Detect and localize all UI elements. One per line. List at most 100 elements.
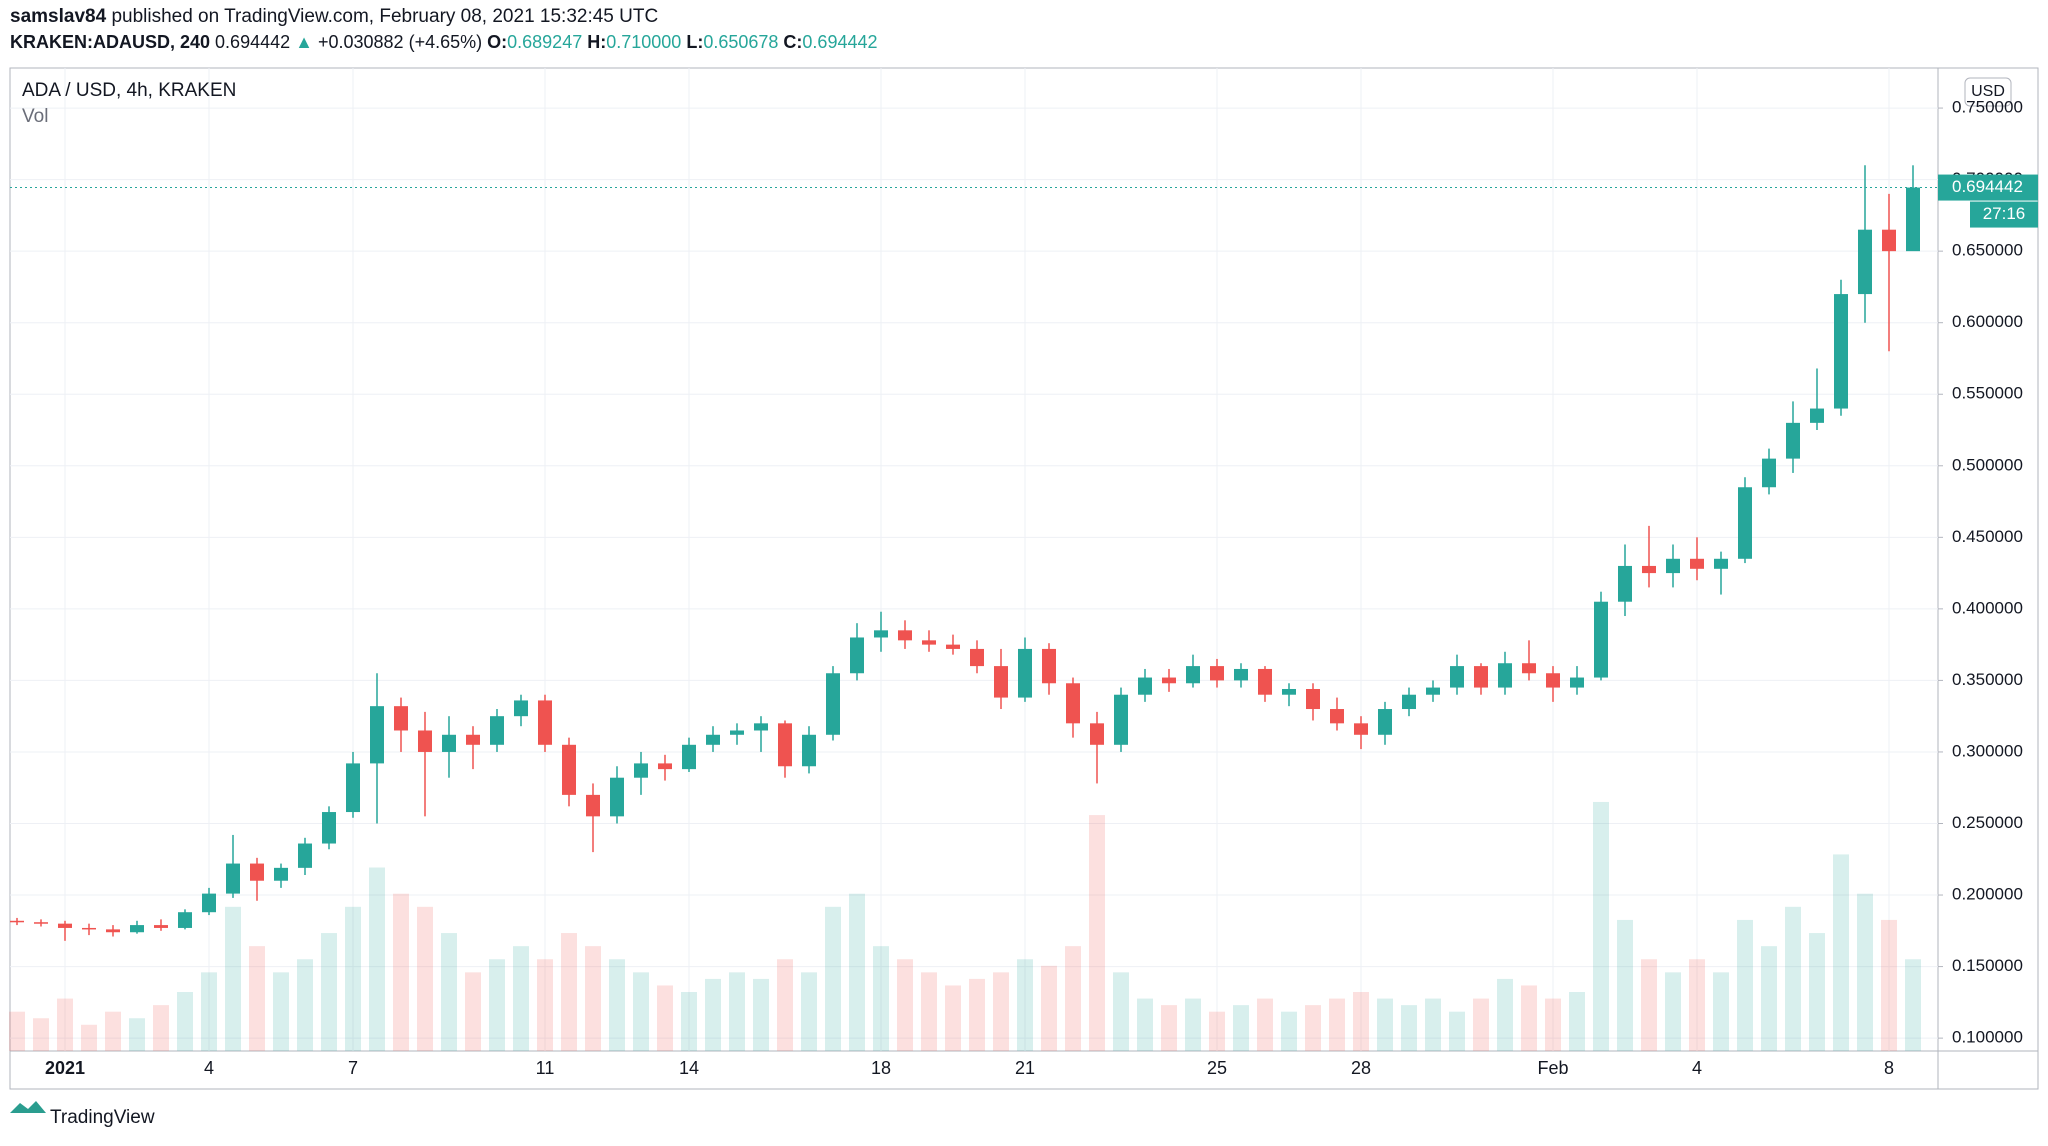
volume-bar	[1473, 998, 1489, 1051]
change: +0.030882 (+4.65%)	[317, 32, 483, 52]
volume-bar	[1017, 959, 1033, 1051]
candle-body	[1210, 666, 1224, 681]
volume-bar	[1281, 1011, 1297, 1051]
volume-bar	[1161, 1005, 1177, 1051]
candle-body	[1522, 663, 1536, 674]
volume-bar	[441, 933, 457, 1051]
currency-button[interactable]	[1964, 77, 2012, 107]
volume-bar	[1041, 965, 1057, 1051]
y-tick-label: 0.150000	[1952, 956, 2023, 975]
volume-bar	[249, 946, 265, 1051]
volume-bar	[633, 972, 649, 1051]
candle-body	[130, 925, 144, 933]
candle-body	[634, 763, 648, 778]
volume-bar	[1353, 992, 1369, 1051]
currency: USD	[1971, 83, 2005, 100]
volume-bar	[201, 972, 217, 1051]
volume-bar	[897, 959, 913, 1051]
volume-bar	[1377, 998, 1393, 1051]
o: 0.689247	[507, 32, 583, 52]
chart-frame	[9, 67, 2039, 1090]
candle-body	[418, 730, 432, 752]
x-tick-label: 18	[871, 1058, 891, 1078]
candle-body	[1018, 648, 1032, 698]
volume-bar	[513, 946, 529, 1051]
candle-body	[394, 706, 408, 731]
candle-body	[1714, 558, 1728, 569]
y-tick-label: 0.200000	[1952, 885, 2023, 904]
volume-bar	[1137, 998, 1153, 1051]
h-label: H:	[587, 32, 607, 52]
published: published on TradingView.com, February 0…	[111, 6, 659, 27]
candle-body	[298, 843, 312, 868]
volume-bar	[873, 946, 889, 1051]
volume-bar	[1305, 1005, 1321, 1051]
o-label: O:	[487, 32, 508, 52]
candle-body	[1762, 458, 1776, 488]
volume-bar	[369, 867, 385, 1051]
h: 0.710000	[606, 32, 682, 52]
volume-bar	[705, 978, 721, 1051]
volume-bar	[1449, 1011, 1465, 1051]
candle-body	[34, 922, 48, 924]
y-tick-label: 0.300000	[1952, 741, 2023, 760]
candle-body	[1858, 229, 1872, 295]
volume-bar	[1521, 985, 1537, 1051]
candle-body	[1618, 565, 1632, 602]
candle-body	[826, 673, 840, 735]
candle-body	[1570, 677, 1584, 688]
y-tick-label: 0.250000	[1952, 813, 2023, 832]
volume-bar	[225, 906, 241, 1051]
volume-bar	[1257, 998, 1273, 1051]
candle-body	[1906, 187, 1920, 252]
candle-body	[538, 700, 552, 745]
volume-bar	[81, 1024, 97, 1051]
candle-body	[946, 644, 960, 649]
volume-bar	[273, 972, 289, 1051]
countdown: 27:16	[1983, 204, 2026, 223]
candle-body	[202, 893, 216, 913]
volume-bar	[1905, 959, 1921, 1051]
candle-body	[226, 863, 240, 894]
volume-bar	[1641, 959, 1657, 1051]
candle-body	[1402, 694, 1416, 710]
candle-body	[778, 723, 792, 767]
candle-body	[1306, 688, 1320, 710]
candle-body	[1594, 601, 1608, 678]
chart-title: ADA / USD, 4h, KRAKEN	[22, 80, 236, 101]
volume-bar	[1665, 972, 1681, 1051]
volume-bar	[825, 906, 841, 1051]
symbol-info: KRAKEN:ADAUSD, 240 0.694442 ▲ +0.030882 …	[10, 32, 878, 53]
l-label: L:	[686, 32, 704, 52]
volume-bar	[1065, 946, 1081, 1051]
volume-bar	[297, 959, 313, 1051]
candle-body	[1738, 487, 1752, 559]
volume-bar	[1185, 998, 1201, 1051]
volume-layer	[9, 801, 1921, 1051]
volume-bar	[1857, 893, 1873, 1051]
volume-bar	[1737, 919, 1753, 1051]
candle-body	[370, 706, 384, 764]
x-tick-label: 28	[1351, 1058, 1371, 1078]
l: 0.650678	[703, 32, 779, 52]
volume-bar	[1617, 919, 1633, 1051]
candle-body	[922, 640, 936, 645]
volume-bar	[321, 933, 337, 1051]
candle-body	[586, 794, 600, 817]
volume-bar	[993, 972, 1009, 1051]
volume-bar	[393, 893, 409, 1051]
volume-bar	[1209, 1011, 1225, 1051]
candle-body	[1162, 677, 1176, 684]
candle-body	[1810, 408, 1824, 423]
volume-bar	[609, 959, 625, 1051]
volume-bar	[1689, 959, 1705, 1051]
candle-body	[1690, 558, 1704, 569]
volume-bar	[489, 959, 505, 1051]
candle-body	[250, 863, 264, 881]
candle-body	[1378, 709, 1392, 735]
x-tick-label: 8	[1884, 1058, 1894, 1078]
x-tick-label: 4	[1692, 1058, 1702, 1078]
volume-bar	[1881, 919, 1897, 1051]
volume-bar	[417, 906, 433, 1051]
